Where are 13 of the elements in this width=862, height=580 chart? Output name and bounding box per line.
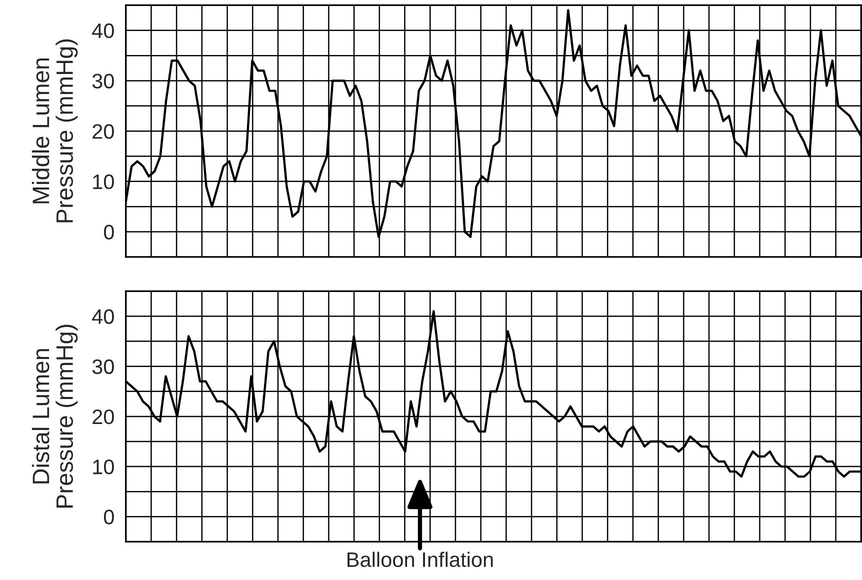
y-tick-label: 40 (92, 23, 114, 38)
y-axis-title: Distal Lumen Pressure (mmHg) (32, 324, 78, 508)
y-tick-label: 10 (93, 460, 114, 474)
y-tick-label: 10 (93, 174, 114, 190)
y-tick-label: 0 (104, 224, 114, 240)
y-tick-label: 20 (92, 409, 114, 424)
y-tick-label: 0 (104, 510, 114, 524)
y-tick-label: 20 (92, 124, 114, 139)
y-tick-label: 40 (92, 309, 114, 324)
y-axis-title: Middle Lumen Pressure (mmHg) (32, 39, 78, 222)
y-tick-label: 30 (92, 359, 114, 374)
text: Balloon Inflation (348, 552, 493, 568)
y-tick-label: 30 (92, 74, 114, 88)
